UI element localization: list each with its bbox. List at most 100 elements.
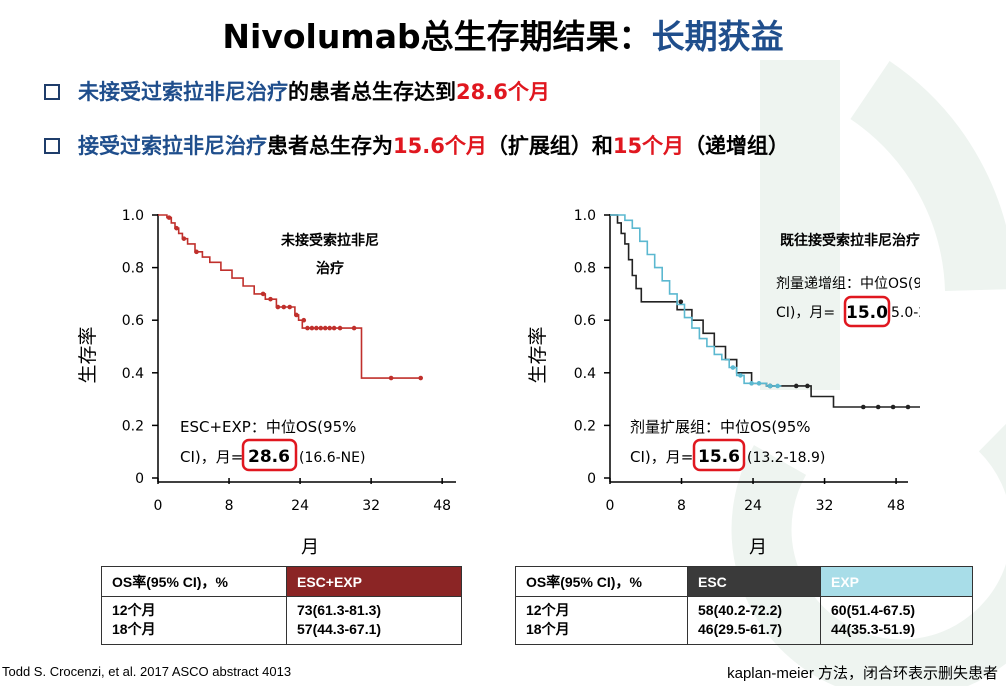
censor-mark — [905, 404, 911, 410]
censor-mark — [294, 312, 299, 318]
y-tick-label: 0.4 — [122, 366, 144, 382]
censor-mark — [756, 381, 762, 386]
x-tick-label: 24 — [291, 498, 309, 514]
km-curve-exp — [610, 214, 782, 387]
x-tick-label: 32 — [362, 498, 380, 514]
title-main: Nivolumab总生存期结果： — [222, 17, 652, 56]
censor-mark — [314, 325, 319, 331]
censor-mark — [181, 236, 187, 241]
chart-title-line-1: 既往接受索拉非尼治疗 — [780, 232, 920, 249]
censor-mark — [388, 375, 394, 381]
x-tick-label: 0 — [154, 498, 163, 514]
censor-mark — [327, 325, 332, 331]
title-accent: 长期获益 — [651, 17, 784, 56]
censor-mark — [678, 299, 684, 305]
censor-mark — [875, 404, 881, 410]
censor-mark — [287, 304, 293, 310]
median-ci: (13.2-18.9) — [747, 450, 825, 466]
os-rate-table-untreated: OS率(95% CI)，% ESC+EXP 12个月 18个月 73(61.3-… — [101, 566, 462, 645]
censor-mark — [318, 325, 324, 331]
censor-mark — [767, 383, 773, 389]
row-labels: 12个月 18个月 — [515, 596, 688, 645]
censor-mark — [805, 383, 810, 389]
y-axis-label: 生存率 — [527, 326, 549, 383]
x-axis-label: 月 — [749, 537, 767, 558]
values-esc-exp: 73(61.3-81.3) 57(44.3-67.1) — [286, 596, 462, 645]
x-tick-label: 48 — [887, 498, 905, 514]
median-value: 28.6 — [248, 447, 290, 467]
x-tick-label: 48 — [433, 498, 451, 514]
censor-mark — [260, 291, 266, 297]
median-annotation-line-1: 剂量扩展组：中位OS(95% — [630, 418, 811, 436]
censor-mark — [281, 304, 287, 310]
x-axis-label: 月 — [301, 537, 319, 558]
bullet-untreated: 未接受过索拉非尼治疗的患者总生存达到28.6个月 — [44, 76, 550, 106]
method-note: kaplan-meier 方法，闭合环表示删失患者 — [727, 665, 998, 682]
upper-annotation-prefix: CI)，月= — [776, 305, 835, 321]
y-tick-label: 0.8 — [122, 261, 144, 277]
y-tick-label: 1.0 — [122, 208, 144, 224]
values-esc: 58(40.2-72.2) 46(29.5-61.7) — [687, 596, 821, 645]
censor-mark — [890, 404, 896, 410]
y-tick-label: 0 — [135, 471, 144, 487]
censor-mark — [268, 296, 273, 302]
chart-title-line-2: 治疗 — [316, 260, 344, 277]
citation: Todd S. Crocenzi, et al. 2017 ASCO abstr… — [2, 664, 292, 679]
censor-mark — [775, 383, 780, 389]
x-tick-label: 0 — [606, 498, 615, 514]
censor-mark — [174, 225, 179, 231]
y-tick-label: 1.0 — [574, 208, 596, 224]
x-tick-label: 24 — [744, 498, 762, 514]
row-labels: 12个月 18个月 — [101, 596, 287, 645]
median-ci: (16.6-NE) — [299, 450, 365, 466]
os-rate-table-treated: OS率(95% CI)，% ESC EXP 12个月 18个月 58(40.2-… — [515, 566, 973, 645]
median-annotation-line-1: ESC+EXP：中位OS(95% — [180, 418, 356, 436]
km-chart-treated: 0 0.2 0.4 0.6 0.8 1.0 0 8 24 32 48 生存率 月 既往接受索拉非尼… — [527, 208, 920, 558]
censor-mark — [194, 249, 199, 255]
header-cell: OS率(95% CI)，% — [515, 566, 688, 597]
values-exp: 60(51.4-67.5) 44(35.3-51.9) — [820, 596, 973, 645]
header-cell-esc: ESC — [687, 566, 821, 597]
median-annotation-prefix: CI)，月= — [180, 448, 243, 466]
censor-mark — [322, 325, 328, 331]
median-annotation-prefix: CI)，月= — [630, 448, 693, 466]
chart-title-line-1: 未接受索拉非尼 — [281, 232, 379, 249]
censor-mark — [331, 325, 337, 331]
header-cell-esc-exp: ESC+EXP — [286, 566, 462, 597]
upper-median-ci: 5.0-28.1) — [891, 305, 920, 321]
censor-mark — [309, 325, 315, 331]
censor-mark — [166, 215, 172, 220]
upper-median-highlight-box — [843, 295, 891, 328]
header-cell: OS率(95% CI)，% — [101, 566, 287, 597]
median-value: 15.6 — [698, 447, 740, 467]
km-chart-untreated: 00.20.40.60.81.0 0 8 24 32 48 生存率 月 未接受索拉非尼 … — [77, 208, 456, 558]
censor-mark — [793, 383, 799, 389]
slide-title: Nivolumab总生存期结果：长期获益 — [0, 10, 1006, 58]
x-tick-label: 8 — [677, 498, 686, 514]
upper-annotation-line-1: 剂量递增组：中位OS(95% — [776, 276, 920, 292]
checkbox-bullet-icon — [44, 138, 60, 154]
censor-mark — [861, 404, 866, 410]
y-tick-label: 0.2 — [122, 418, 144, 434]
censor-mark — [351, 325, 357, 331]
censor-mark — [738, 373, 743, 378]
y-tick-label: 0.8 — [574, 261, 596, 277]
upper-median-value: 15.0 — [846, 303, 888, 323]
y-tick-label: 0 — [587, 471, 596, 487]
median-highlight-box — [692, 438, 746, 472]
censor-mark — [730, 365, 736, 370]
censor-mark — [275, 304, 281, 310]
header-cell-exp: EXP — [820, 566, 973, 597]
y-tick-label: 0.2 — [574, 418, 596, 434]
y-tick-label: 0.4 — [574, 366, 596, 382]
x-tick-label: 32 — [816, 498, 834, 514]
censor-mark — [418, 375, 424, 381]
censor-mark — [305, 325, 310, 331]
checkbox-bullet-icon — [44, 84, 60, 100]
x-tick-label: 8 — [225, 498, 234, 514]
y-axis-label: 生存率 — [77, 326, 99, 383]
median-highlight-box — [241, 438, 298, 472]
y-tick-label: 0.6 — [574, 313, 596, 329]
censor-mark — [301, 317, 307, 323]
